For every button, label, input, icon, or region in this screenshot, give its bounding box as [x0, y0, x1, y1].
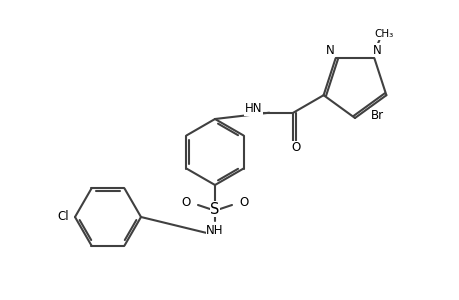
Text: N: N — [325, 44, 334, 57]
Text: O: O — [291, 141, 300, 154]
Text: HN: HN — [244, 102, 262, 115]
Text: N: N — [372, 44, 381, 57]
Text: Br: Br — [369, 109, 383, 122]
Text: S: S — [210, 202, 219, 217]
Text: Cl: Cl — [57, 211, 69, 224]
Text: O: O — [181, 196, 190, 208]
Text: NH: NH — [206, 224, 223, 236]
Text: O: O — [239, 196, 248, 208]
Text: CH₃: CH₃ — [374, 29, 393, 39]
